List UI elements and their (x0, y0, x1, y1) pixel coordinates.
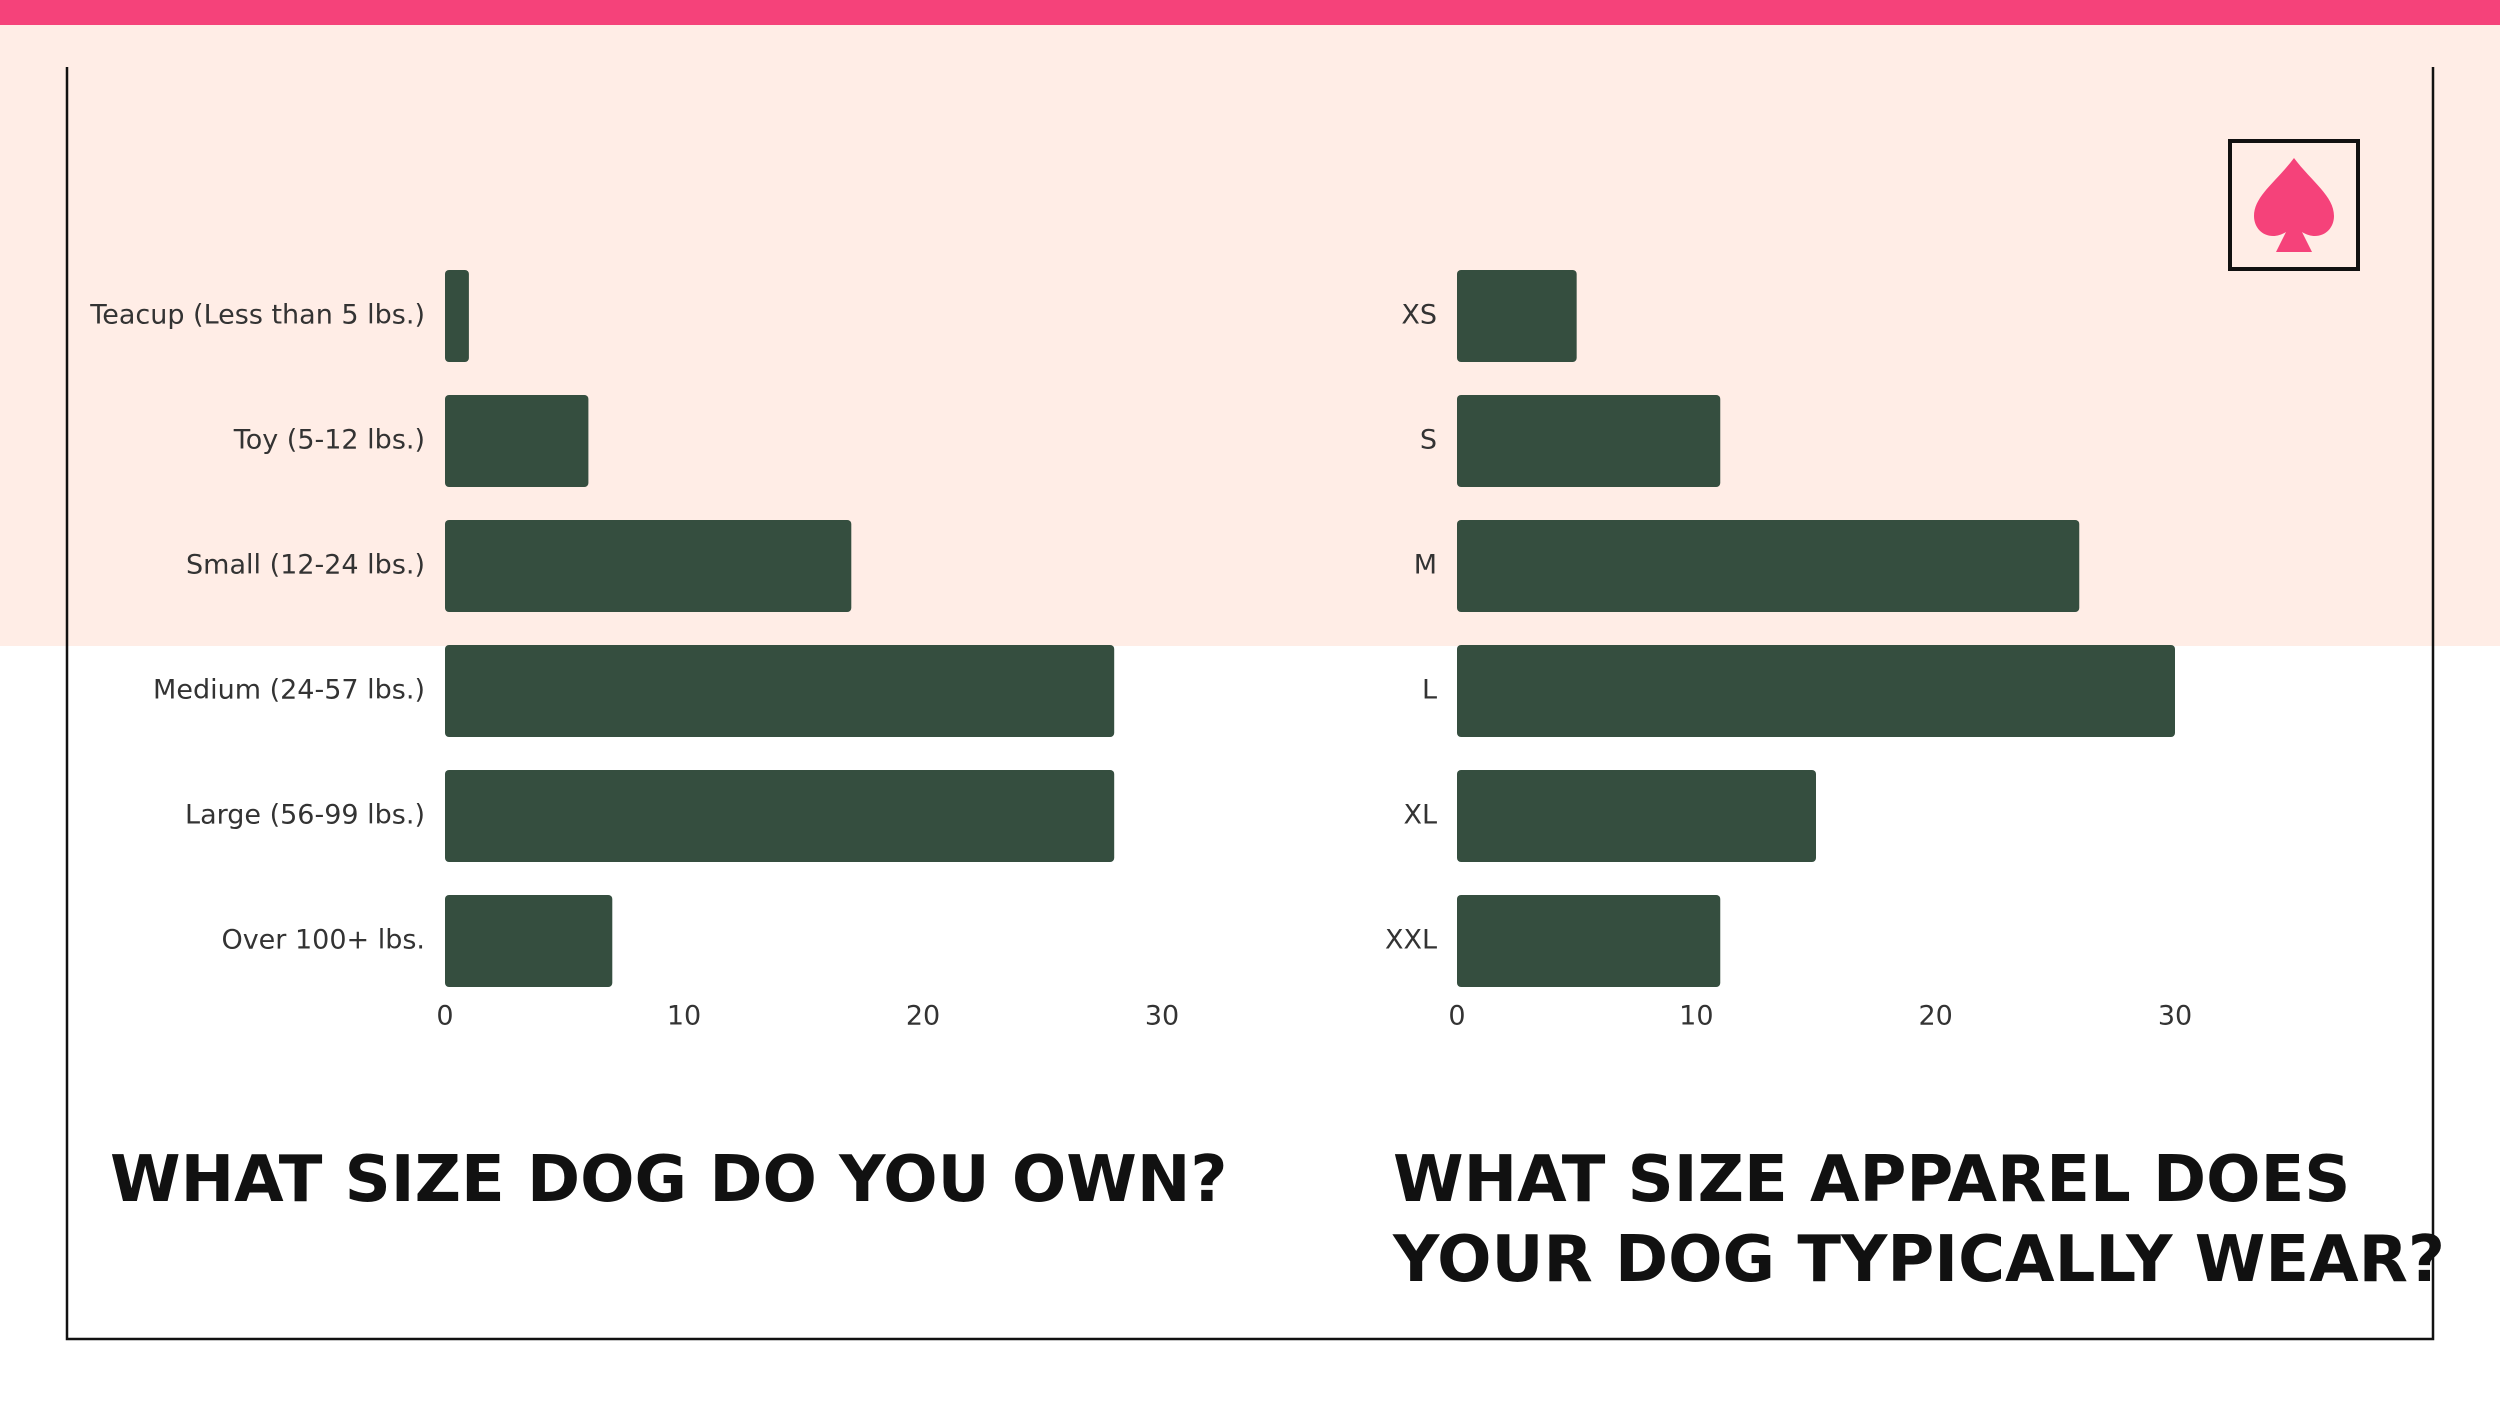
bar (1457, 520, 2080, 612)
frame (65, 67, 2435, 1341)
bar (1457, 770, 1816, 862)
y-tick-label: Toy (5-12 lbs.) (233, 425, 425, 456)
bar (445, 270, 469, 362)
top-bar (0, 0, 2500, 25)
x-tick-label: 0 (1448, 1001, 1465, 1032)
y-tick-label: Medium (24-57 lbs.) (153, 675, 425, 706)
y-tick-label: Over 100+ lbs. (221, 925, 425, 956)
bar (1457, 895, 1721, 987)
x-tick-label: 0 (436, 1001, 453, 1032)
logo-box (2228, 139, 2360, 271)
bar (445, 520, 852, 612)
bar (1457, 270, 1577, 362)
bar (1457, 645, 2175, 737)
x-tick-label: 30 (1145, 1001, 1179, 1032)
bar (445, 645, 1115, 737)
peach-band (0, 25, 2500, 646)
x-tick-label: 30 (2158, 1001, 2192, 1032)
bar (445, 770, 1115, 862)
y-tick-label: XS (1401, 300, 1437, 331)
y-tick-label: XXL (1385, 925, 1437, 956)
bar (445, 395, 589, 487)
y-tick-label: M (1414, 550, 1437, 581)
y-tick-label: Small (12-24 lbs.) (186, 550, 425, 581)
y-tick-label: S (1420, 425, 1437, 456)
y-tick-label: Large (56-99 lbs.) (185, 800, 425, 831)
charts: 0 10 20 30 Teacup (Less than 5 lbs.) Toy (5-1… (89, 270, 2192, 1032)
y-tick-label: XL (1403, 800, 1437, 831)
x-tick-label: 10 (667, 1001, 701, 1032)
x-tick-label: 10 (1679, 1001, 1713, 1032)
chart-title: WHAT SIZE DOG DO YOU OWN? (110, 1143, 1228, 1217)
y-tick-label: L (1422, 675, 1437, 706)
x-tick-label: 20 (1918, 1001, 1952, 1032)
chart-title: WHAT SIZE APPAREL DOES YOUR DOG TYPICALL… (1393, 1143, 2446, 1297)
bar (445, 895, 613, 987)
x-tick-label: 20 (906, 1001, 940, 1032)
logo-spade (2254, 158, 2334, 252)
y-tick-label: Teacup (Less than 5 lbs.) (89, 300, 425, 331)
bar (1457, 395, 1721, 487)
